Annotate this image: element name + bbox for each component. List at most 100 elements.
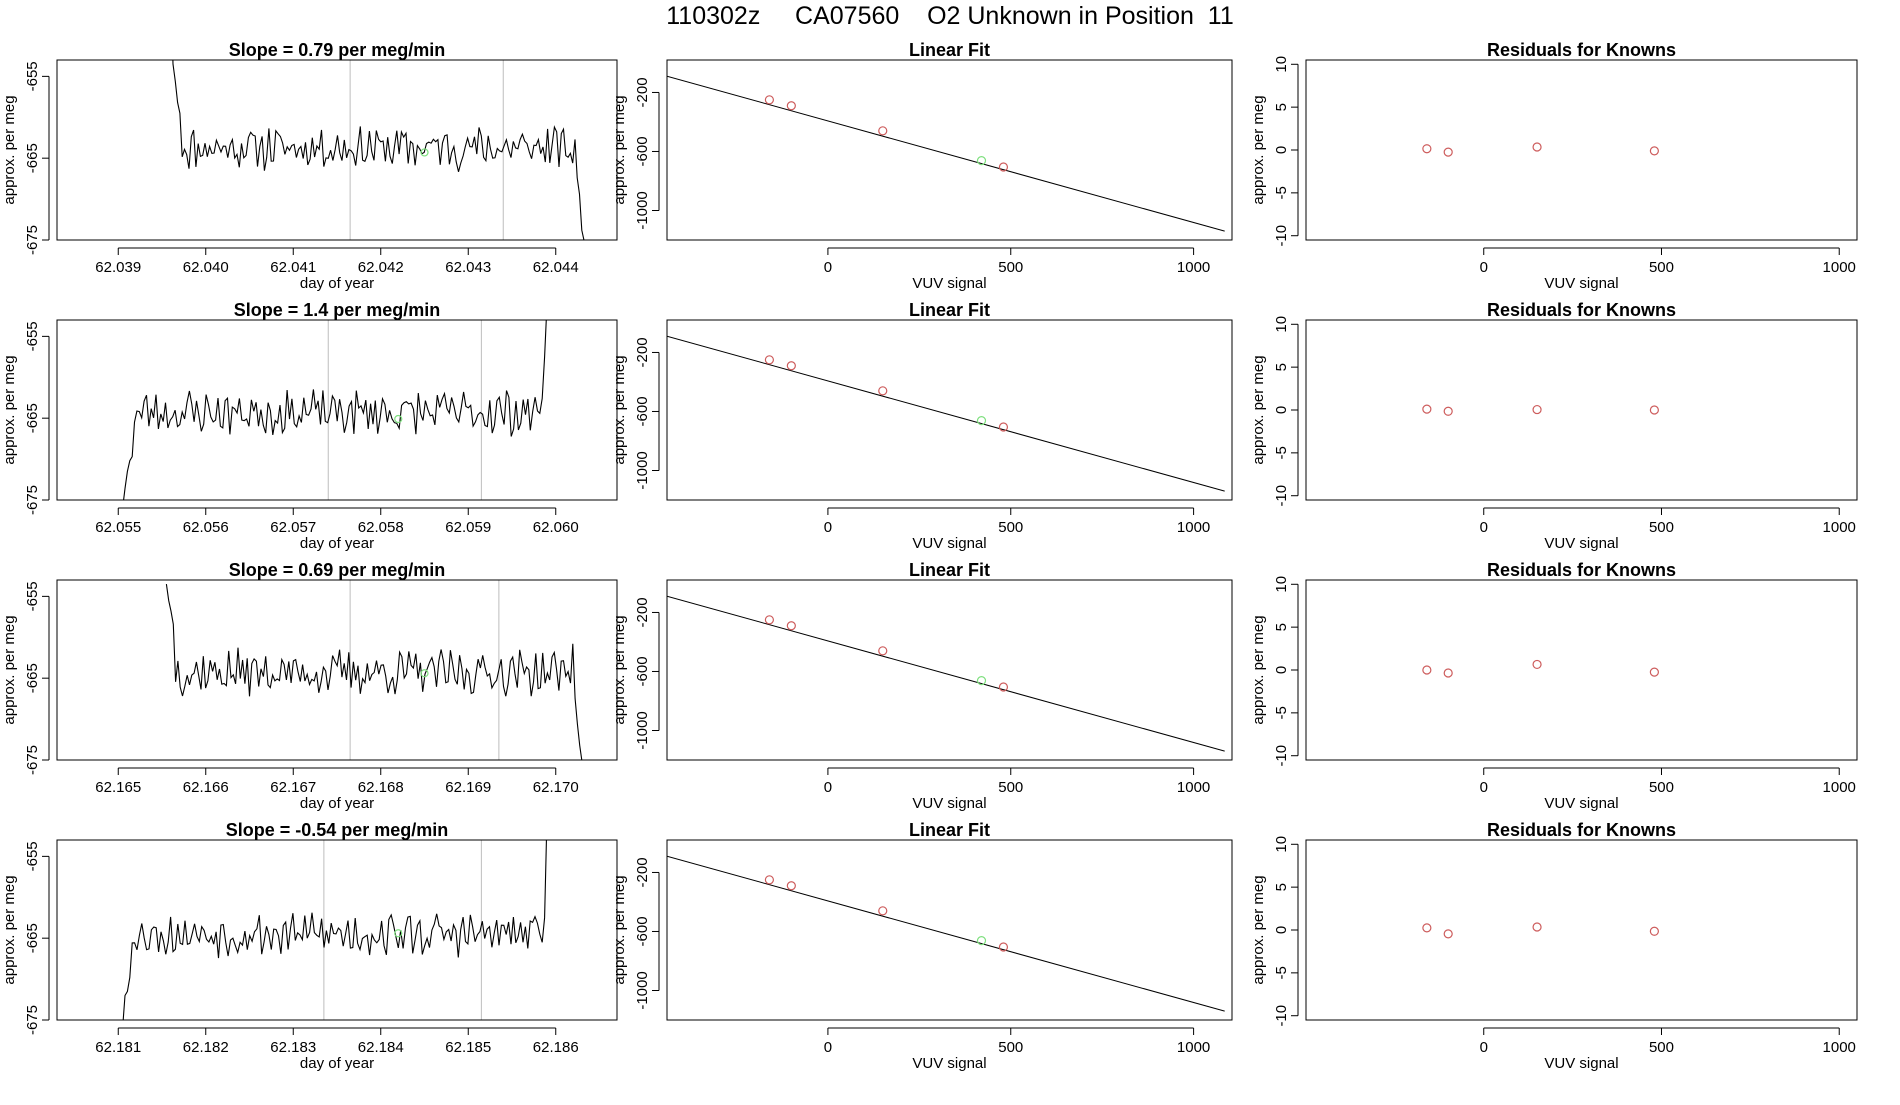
y-tick-label: -10	[1273, 225, 1290, 247]
unknown-point	[394, 414, 403, 424]
x-tick-label: 1000	[1823, 779, 1856, 796]
known-point	[1422, 144, 1432, 154]
known-point	[1649, 926, 1659, 936]
x-axis-label: day of year	[300, 275, 374, 292]
x-axis-label: VUV signal	[912, 535, 986, 552]
unknown-point	[420, 669, 429, 678]
fit-line	[667, 75, 1225, 232]
series-line	[122, 840, 547, 1020]
x-tick-label: 1000	[1177, 259, 1210, 276]
x-tick-label: 62.168	[358, 779, 404, 796]
x-tick-label: 62.056	[183, 519, 229, 536]
y-tick-label: -5	[1273, 966, 1290, 979]
plot-frame	[56, 59, 618, 241]
x-tick-label: 500	[1649, 519, 1674, 536]
unknown-point	[976, 416, 987, 426]
chart-title: Linear Fit	[909, 300, 990, 320]
y-axis-label: approx. per meg	[1250, 875, 1267, 984]
y-tick-label: -600	[634, 396, 651, 426]
y-tick-label: -665	[24, 143, 41, 173]
y-tick-label: -600	[634, 136, 651, 166]
plot-area	[667, 335, 1225, 492]
y-tick-label: -5	[1273, 706, 1290, 719]
x-axis-label: VUV signal	[912, 275, 986, 292]
panel-2-3: Residuals for Knowns 0 500 1000 VUV signal 10…	[1250, 300, 1858, 552]
y-tick-label: -200	[634, 337, 651, 367]
x-tick-label: 500	[1649, 1039, 1674, 1056]
y-tick-label: 0	[1273, 926, 1290, 934]
panel-1-1: Slope = 0.79 per meg/min 62.039 62.040 62.0…	[1, 40, 618, 292]
y-axis-label: approx. per meg	[1, 355, 18, 464]
x-tick-label: 500	[1649, 259, 1674, 276]
x-tick-label: 0	[824, 259, 832, 276]
y-tick-label: -1000	[634, 971, 651, 1009]
plot-area	[1422, 922, 1659, 939]
panel-1-2: Linear Fit 0 500 1000 VUV signal -200 -600 -100…	[611, 40, 1233, 292]
y-axis-label: approx. per meg	[611, 615, 628, 724]
known-point	[878, 386, 888, 396]
x-axis-label: VUV signal	[1544, 795, 1618, 812]
x-axis-label: day of year	[300, 1055, 374, 1072]
known-point	[764, 875, 774, 885]
fit-line	[667, 595, 1225, 752]
y-tick-label: 5	[1273, 103, 1290, 111]
x-tick-label: 500	[998, 519, 1023, 536]
y-tick-label: 0	[1273, 666, 1290, 674]
known-point	[998, 422, 1009, 432]
chart-title: Slope = 0.79 per meg/min	[229, 40, 446, 60]
x-tick-label: 500	[998, 1039, 1023, 1056]
y-tick-label: -665	[24, 923, 41, 953]
unknown-point	[420, 148, 429, 157]
panel-1-3: Residuals for Knowns 0 500 1000 VUV signal 10…	[1250, 40, 1858, 292]
plot-frame	[56, 579, 618, 761]
plot-area	[165, 580, 583, 760]
x-tick-label: 62.055	[95, 519, 141, 536]
y-tick-label: -200	[634, 857, 651, 887]
series-line	[123, 320, 547, 500]
known-point	[998, 162, 1009, 172]
y-tick-label: -5	[1273, 186, 1290, 199]
known-point	[1443, 929, 1453, 939]
y-tick-label: 10	[1273, 56, 1290, 73]
y-tick-label: -665	[24, 663, 41, 693]
panel-2-2: Linear Fit 0 500 1000 VUV signal -200 -600 -100…	[611, 300, 1233, 552]
x-tick-label: 0	[1480, 519, 1488, 536]
plot-area	[172, 60, 585, 240]
y-tick-label: -655	[24, 581, 41, 611]
x-tick-label: 62.059	[445, 519, 491, 536]
x-tick-label: 62.043	[445, 259, 491, 276]
chart-title: Residuals for Knowns	[1487, 560, 1676, 580]
known-point	[764, 615, 774, 625]
plot-frame	[56, 839, 618, 1021]
x-tick-label: 62.166	[183, 779, 229, 796]
chart-title: Linear Fit	[909, 560, 990, 580]
plot-frame	[1305, 839, 1858, 1021]
y-tick-label: 10	[1273, 576, 1290, 593]
y-axis-label: approx. per meg	[1250, 355, 1267, 464]
y-tick-label: -1000	[634, 451, 651, 489]
unknown-point	[976, 676, 987, 686]
known-point	[1649, 667, 1659, 677]
known-point	[786, 101, 796, 111]
y-axis-label: approx. per meg	[1, 615, 18, 724]
known-point	[1443, 147, 1453, 157]
x-tick-label: 62.041	[270, 259, 316, 276]
x-tick-label: 62.186	[533, 1039, 579, 1056]
known-point	[786, 621, 796, 631]
plot-frame	[666, 319, 1233, 501]
panel-3-3: Residuals for Knowns 0 500 1000 VUV signal 10…	[1250, 560, 1858, 812]
x-tick-label: 1000	[1823, 1039, 1856, 1056]
plot-frame	[666, 59, 1233, 241]
y-tick-label: 10	[1273, 836, 1290, 853]
y-tick-label: -655	[24, 841, 41, 871]
chart-title: Slope = 1.4 per meg/min	[234, 300, 441, 320]
plot-area	[667, 595, 1225, 752]
x-tick-label: 0	[1480, 1039, 1488, 1056]
x-axis-label: VUV signal	[1544, 275, 1618, 292]
x-axis-label: day of year	[300, 535, 374, 552]
plot-area	[123, 320, 547, 500]
panel-4-2: Linear Fit 0 500 1000 VUV signal -200 -600 -100…	[611, 820, 1233, 1072]
x-tick-label: 1000	[1177, 779, 1210, 796]
y-tick-label: 5	[1273, 883, 1290, 891]
x-tick-label: 500	[998, 259, 1023, 276]
